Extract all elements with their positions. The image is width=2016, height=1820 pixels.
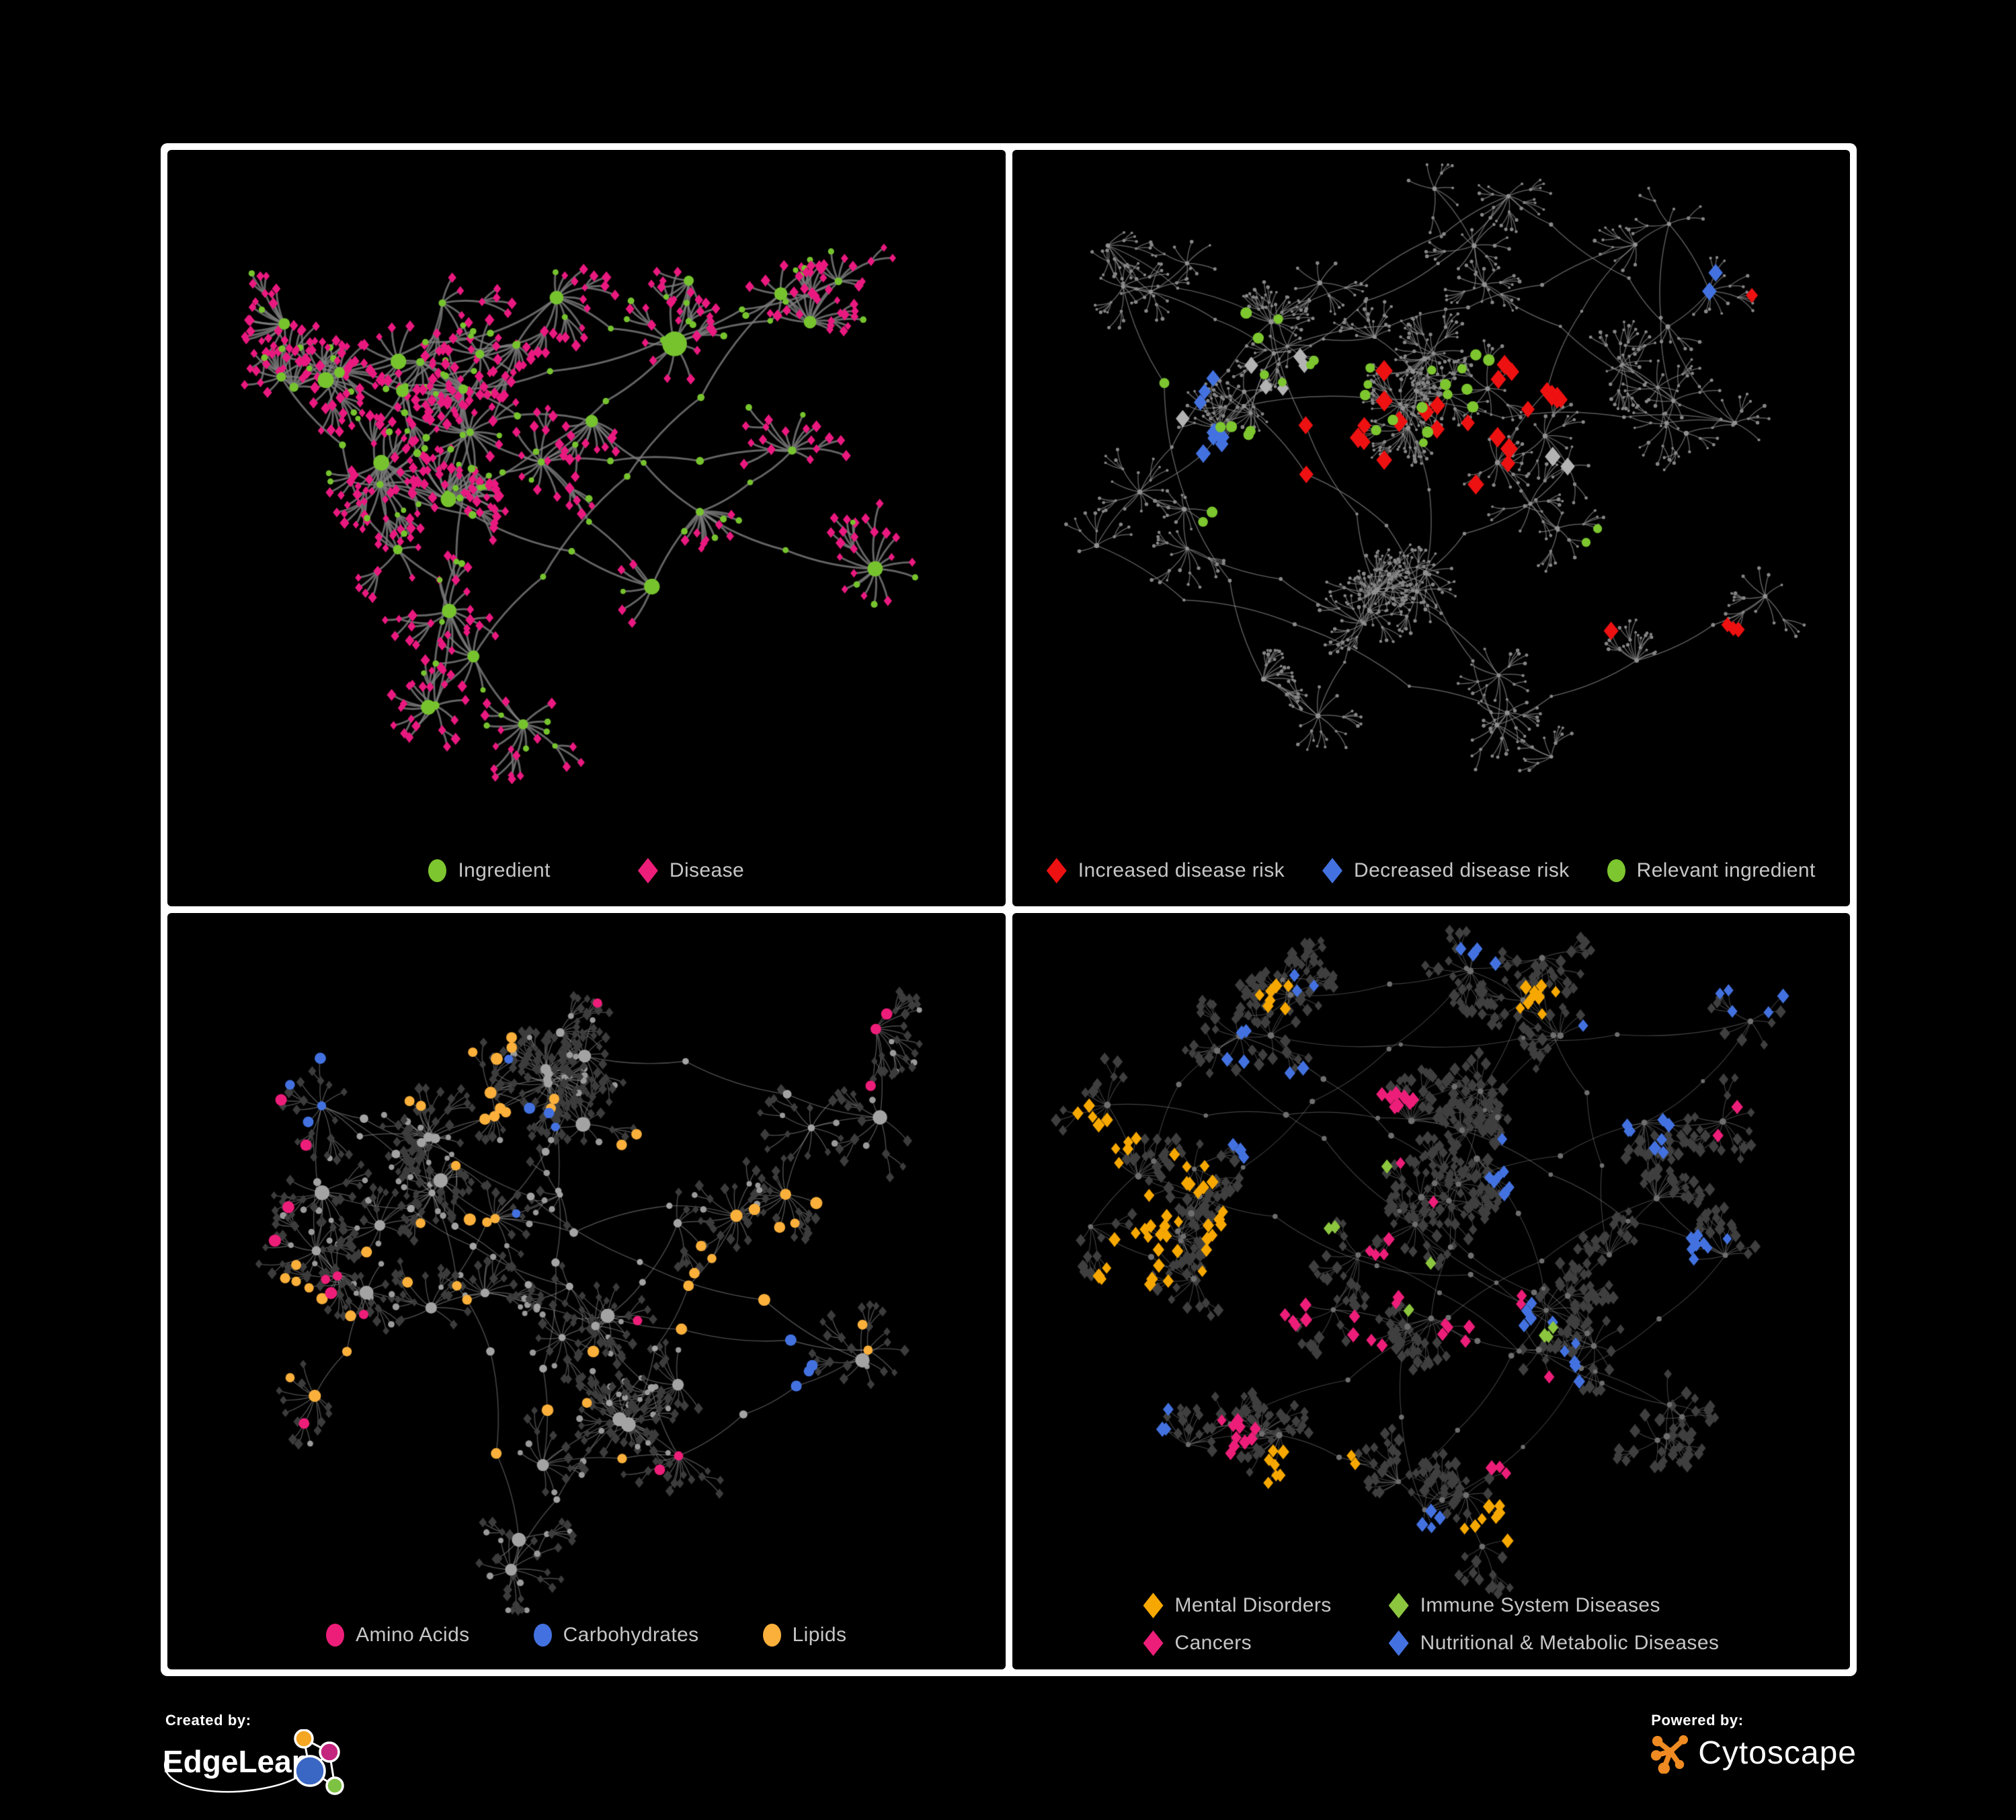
legend-label: Relevant ingredient bbox=[1636, 859, 1816, 881]
diamond-marker bbox=[1046, 858, 1067, 883]
legend-item-ingredient: Ingredient bbox=[428, 859, 550, 882]
created-by-label: Created by: bbox=[165, 1712, 251, 1729]
legend-item-cancers: Cancers bbox=[1143, 1630, 1332, 1656]
circle-marker bbox=[1607, 859, 1625, 882]
legend-label: Cancers bbox=[1174, 1632, 1252, 1654]
edgeleap-node-orange bbox=[294, 1729, 314, 1749]
diamond-marker bbox=[1143, 1593, 1164, 1618]
diamond-marker bbox=[1388, 1630, 1409, 1656]
panel-ingredient-disease: Ingredient Disease bbox=[167, 150, 1006, 906]
legend-disease-risk: Increased disease risk Decreased disease … bbox=[1012, 858, 1851, 883]
legend-label: Nutritional & Metabolic Diseases bbox=[1420, 1632, 1720, 1654]
network-canvas-disease-classes bbox=[1012, 913, 1850, 1669]
circle-marker bbox=[533, 1624, 552, 1647]
cytoscape-logo-icon bbox=[1651, 1735, 1689, 1774]
legend-item-increased-disease-risk: Increased disease risk bbox=[1046, 858, 1285, 883]
legend-ingredient-disease: Ingredient Disease bbox=[167, 858, 1006, 883]
edgeleap-wordmark: EdgeLeap bbox=[163, 1744, 311, 1779]
circle-marker bbox=[428, 859, 447, 882]
powered-by-lockup: Powered by: Cytoscape bbox=[1650, 1712, 1857, 1774]
legend-disease-classes: Mental Disorders Immune System Diseases Ca… bbox=[1143, 1593, 1720, 1656]
edgeleap-node-magenta bbox=[319, 1741, 340, 1763]
circle-marker bbox=[762, 1624, 781, 1647]
panel-disease-classes: Mental Disorders Immune System Diseases Ca… bbox=[1012, 913, 1850, 1669]
legend-label: Mental Disorders bbox=[1174, 1594, 1332, 1616]
legend-item-immune-system-diseases: Immune System Diseases bbox=[1388, 1593, 1720, 1618]
legend-label: Disease bbox=[669, 859, 745, 881]
diamond-marker bbox=[637, 858, 658, 883]
circle-marker bbox=[326, 1624, 345, 1647]
legend-item-decreased-disease-risk: Decreased disease risk bbox=[1322, 858, 1570, 883]
diamond-marker bbox=[1388, 1593, 1409, 1618]
legend-item-relevant-ingredient: Relevant ingredient bbox=[1607, 859, 1816, 882]
network-canvas-ingredient-disease bbox=[167, 150, 1006, 906]
powered-by-label: Powered by: bbox=[1651, 1712, 1744, 1729]
edgeleap-node-green bbox=[325, 1776, 344, 1795]
diamond-marker bbox=[1143, 1630, 1164, 1656]
legend-label: Carbohydrates bbox=[563, 1624, 699, 1646]
network-canvas-disease-risk bbox=[1012, 150, 1850, 906]
edgeleap-network-icon bbox=[294, 1729, 344, 1795]
created-by-lockup: Created by: EdgeLeap bbox=[161, 1712, 350, 1803]
panel-disease-risk: Increased disease risk Decreased disease … bbox=[1012, 150, 1851, 906]
legend-item-disease: Disease bbox=[637, 858, 745, 883]
panel-nutrients: Amino Acids Carbohydrates Lipids bbox=[167, 913, 1006, 1669]
figure-grid: Ingredient Disease Increased disease risk… bbox=[161, 143, 1857, 1676]
edgeleap-node-blue bbox=[294, 1755, 326, 1787]
legend-nutrients: Amino Acids Carbohydrates Lipids bbox=[167, 1624, 1006, 1647]
edgeleap-logo: EdgeLeap bbox=[163, 1729, 344, 1795]
legend-label: Amino Acids bbox=[356, 1624, 470, 1646]
legend-item-lipids: Lipids bbox=[762, 1624, 847, 1647]
legend-label: Ingredient bbox=[458, 859, 551, 881]
legend-label: Decreased disease risk bbox=[1354, 859, 1570, 881]
legend-item-amino-acids: Amino Acids bbox=[326, 1624, 469, 1647]
legend-item-mental-disorders: Mental Disorders bbox=[1143, 1593, 1332, 1618]
network-canvas-nutrients bbox=[167, 913, 1006, 1669]
diamond-marker bbox=[1322, 858, 1343, 883]
legend-label: Lipids bbox=[792, 1624, 847, 1646]
legend-label: Increased disease risk bbox=[1078, 859, 1285, 881]
legend-label: Immune System Diseases bbox=[1420, 1594, 1660, 1616]
legend-item-carbohydrates: Carbohydrates bbox=[533, 1624, 699, 1647]
cytoscape-wordmark: Cytoscape bbox=[1698, 1735, 1857, 1771]
legend-item-nutritional-metabolic-diseases: Nutritional & Metabolic Diseases bbox=[1388, 1630, 1720, 1656]
